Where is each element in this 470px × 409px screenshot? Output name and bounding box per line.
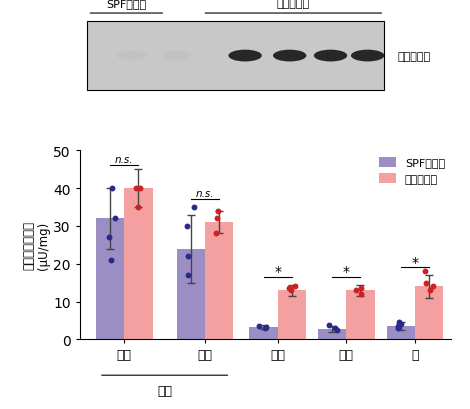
Point bbox=[422, 280, 430, 286]
Point bbox=[183, 223, 190, 229]
Point bbox=[136, 185, 143, 192]
Point bbox=[107, 257, 115, 263]
Text: *: * bbox=[274, 265, 281, 279]
Point bbox=[213, 216, 221, 222]
Point bbox=[184, 253, 191, 260]
Point bbox=[214, 208, 221, 215]
Legend: SPFマウス, 無菌マウス: SPFマウス, 無菌マウス bbox=[375, 153, 449, 189]
Point bbox=[212, 231, 219, 237]
Point bbox=[421, 268, 429, 275]
Point bbox=[288, 287, 295, 294]
Point bbox=[426, 287, 434, 294]
Point bbox=[326, 322, 333, 328]
Bar bbox=[278, 290, 306, 339]
Y-axis label: トリプシン活性
(μU/mg): トリプシン活性 (μU/mg) bbox=[23, 221, 50, 270]
Point bbox=[397, 321, 405, 328]
Point bbox=[394, 323, 401, 330]
Point bbox=[358, 285, 365, 292]
Point bbox=[111, 216, 118, 222]
Bar bbox=[346, 290, 375, 339]
Text: 無菌マウス: 無菌マウス bbox=[277, 0, 310, 9]
Ellipse shape bbox=[228, 51, 262, 62]
Point bbox=[395, 319, 403, 326]
Text: SPFマウス: SPFマウス bbox=[106, 0, 146, 9]
Point bbox=[394, 325, 401, 331]
Bar bbox=[124, 189, 153, 339]
Point bbox=[133, 185, 140, 192]
Text: *: * bbox=[343, 265, 350, 279]
Point bbox=[105, 234, 113, 241]
Point bbox=[291, 283, 298, 290]
Point bbox=[261, 325, 268, 331]
Text: 小腸: 小腸 bbox=[157, 384, 172, 397]
Point bbox=[109, 185, 116, 192]
Point bbox=[285, 285, 293, 292]
Bar bbox=[318, 329, 346, 339]
Bar bbox=[415, 287, 443, 339]
Point bbox=[184, 272, 191, 279]
Point bbox=[262, 324, 269, 330]
Bar bbox=[87, 22, 384, 91]
Point bbox=[191, 204, 198, 211]
Ellipse shape bbox=[351, 51, 384, 62]
Point bbox=[255, 323, 263, 330]
Text: n.s.: n.s. bbox=[196, 188, 214, 198]
Ellipse shape bbox=[314, 51, 347, 62]
Bar bbox=[205, 222, 233, 339]
Point bbox=[357, 291, 364, 297]
Point bbox=[352, 287, 360, 294]
Bar bbox=[250, 328, 278, 339]
Text: n.s.: n.s. bbox=[115, 154, 133, 164]
Text: *: * bbox=[411, 255, 418, 269]
Bar bbox=[96, 219, 124, 339]
Point bbox=[430, 283, 437, 290]
Text: トリプシン: トリプシン bbox=[397, 52, 431, 61]
Ellipse shape bbox=[273, 51, 306, 62]
Ellipse shape bbox=[117, 51, 147, 61]
Point bbox=[333, 327, 340, 333]
Point bbox=[332, 325, 339, 331]
Point bbox=[134, 204, 141, 211]
Ellipse shape bbox=[162, 51, 191, 61]
Bar bbox=[387, 326, 415, 339]
Bar bbox=[177, 249, 205, 339]
